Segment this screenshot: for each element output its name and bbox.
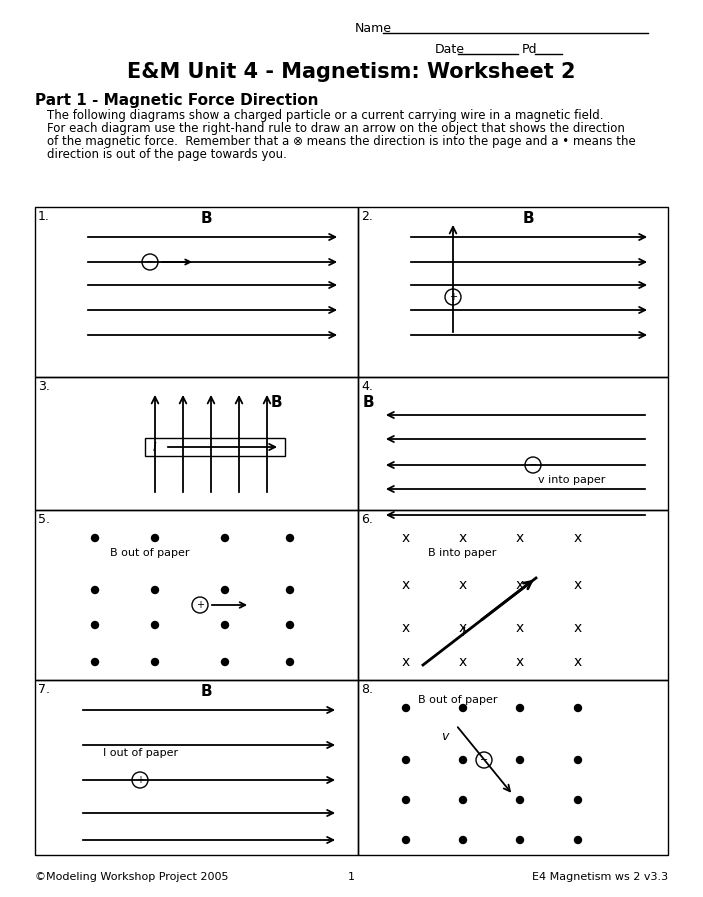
Text: 2.: 2. xyxy=(361,210,373,223)
Circle shape xyxy=(517,756,524,763)
Text: 3.: 3. xyxy=(38,380,50,393)
Text: For each diagram use the right-hand rule to draw an arrow on the object that sho: For each diagram use the right-hand rule… xyxy=(47,122,625,135)
Circle shape xyxy=(221,535,228,542)
Circle shape xyxy=(221,658,228,666)
Text: I: I xyxy=(461,626,465,640)
Text: B into paper: B into paper xyxy=(428,548,496,558)
Circle shape xyxy=(460,797,467,804)
Circle shape xyxy=(574,756,581,763)
Bar xyxy=(358,510,668,680)
Text: x: x xyxy=(516,621,524,635)
Text: 6.: 6. xyxy=(361,513,373,526)
Text: x: x xyxy=(516,531,524,545)
Bar xyxy=(35,377,358,510)
Circle shape xyxy=(91,658,98,666)
Text: −: − xyxy=(146,257,154,267)
Text: x: x xyxy=(459,621,467,635)
Bar xyxy=(358,207,668,377)
Text: Name: Name xyxy=(355,22,392,35)
Circle shape xyxy=(91,535,98,542)
Text: v into paper: v into paper xyxy=(538,475,605,485)
Text: B: B xyxy=(271,395,283,410)
Text: −: − xyxy=(480,755,488,765)
Circle shape xyxy=(403,837,410,843)
Text: B: B xyxy=(200,211,212,226)
Bar xyxy=(35,510,358,680)
Text: ©Modeling Workshop Project 2005: ©Modeling Workshop Project 2005 xyxy=(35,872,228,882)
Text: E&M Unit 4 - Magnetism: Worksheet 2: E&M Unit 4 - Magnetism: Worksheet 2 xyxy=(127,62,575,82)
Circle shape xyxy=(403,704,410,711)
Bar xyxy=(358,377,668,510)
Text: x: x xyxy=(574,531,582,545)
Text: of the magnetic force.  Remember that a ⊗ means the direction is into the page a: of the magnetic force. Remember that a ⊗… xyxy=(47,135,636,148)
Text: Pd: Pd xyxy=(522,43,538,56)
Circle shape xyxy=(152,587,158,594)
Text: I out of paper: I out of paper xyxy=(103,748,178,758)
Text: I: I xyxy=(153,441,157,454)
Text: 8.: 8. xyxy=(361,683,373,696)
Text: x: x xyxy=(459,578,467,592)
Text: 7.: 7. xyxy=(38,683,50,696)
Circle shape xyxy=(91,587,98,594)
Text: x: x xyxy=(516,578,524,592)
Text: 1.: 1. xyxy=(38,210,50,223)
Text: B out of paper: B out of paper xyxy=(418,695,498,705)
Text: The following diagrams show a charged particle or a current carrying wire in a m: The following diagrams show a charged pa… xyxy=(47,109,603,122)
Circle shape xyxy=(574,837,581,843)
Text: x: x xyxy=(402,531,410,545)
Circle shape xyxy=(91,622,98,629)
Text: B out of paper: B out of paper xyxy=(110,548,190,558)
Text: 1: 1 xyxy=(347,872,354,882)
Text: Part 1 - Magnetic Force Direction: Part 1 - Magnetic Force Direction xyxy=(35,93,318,108)
Text: x: x xyxy=(402,578,410,592)
Text: 5.: 5. xyxy=(38,513,50,526)
Circle shape xyxy=(287,535,293,542)
Circle shape xyxy=(403,756,410,763)
Text: x: x xyxy=(459,655,467,669)
Text: direction is out of the page towards you.: direction is out of the page towards you… xyxy=(47,148,287,161)
Text: B: B xyxy=(522,211,534,226)
Circle shape xyxy=(574,797,581,804)
Circle shape xyxy=(460,756,467,763)
Circle shape xyxy=(152,535,158,542)
Circle shape xyxy=(517,797,524,804)
Circle shape xyxy=(152,658,158,666)
Circle shape xyxy=(287,587,293,594)
Circle shape xyxy=(517,704,524,711)
Text: x: x xyxy=(574,621,582,635)
Circle shape xyxy=(517,837,524,843)
Text: x: x xyxy=(402,655,410,669)
Bar xyxy=(358,680,668,855)
Text: Date: Date xyxy=(435,43,465,56)
Circle shape xyxy=(287,622,293,629)
Text: x: x xyxy=(574,655,582,669)
Text: x: x xyxy=(574,578,582,592)
Bar xyxy=(145,438,285,456)
Circle shape xyxy=(221,622,228,629)
Text: +: + xyxy=(196,600,204,610)
Bar xyxy=(35,680,358,855)
Circle shape xyxy=(403,797,410,804)
Text: v: v xyxy=(441,730,449,743)
Circle shape xyxy=(152,622,158,629)
Circle shape xyxy=(574,704,581,711)
Circle shape xyxy=(460,837,467,843)
Text: 4.: 4. xyxy=(361,380,373,393)
Circle shape xyxy=(460,704,467,711)
Circle shape xyxy=(221,587,228,594)
Text: B: B xyxy=(200,684,212,699)
Text: x: x xyxy=(516,655,524,669)
Text: −: − xyxy=(529,460,537,470)
Text: B: B xyxy=(363,395,375,410)
Text: x: x xyxy=(459,531,467,545)
Text: E4 Magnetism ws 2 v3.3: E4 Magnetism ws 2 v3.3 xyxy=(532,872,668,882)
Text: +: + xyxy=(136,775,144,785)
Circle shape xyxy=(287,658,293,666)
Text: +: + xyxy=(449,292,457,302)
Bar xyxy=(35,207,358,377)
Text: x: x xyxy=(402,621,410,635)
